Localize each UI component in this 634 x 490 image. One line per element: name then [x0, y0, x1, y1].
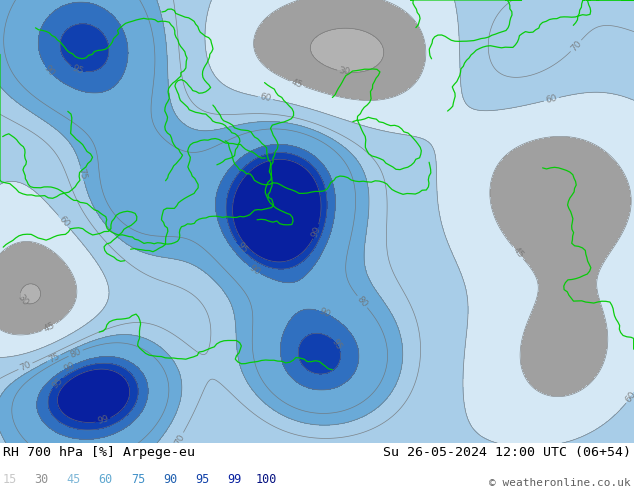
Text: 95: 95 — [71, 63, 85, 76]
Text: 60: 60 — [56, 214, 71, 229]
Text: 75: 75 — [131, 473, 145, 486]
Text: 70: 70 — [569, 39, 583, 53]
Text: 95: 95 — [235, 241, 249, 256]
Text: 80: 80 — [355, 294, 370, 309]
Text: 15: 15 — [3, 473, 16, 486]
Text: 60: 60 — [99, 473, 113, 486]
Text: 99: 99 — [310, 224, 323, 239]
Text: 60: 60 — [259, 93, 272, 103]
Text: 70: 70 — [18, 360, 32, 373]
Text: 99: 99 — [96, 415, 110, 426]
Text: 95: 95 — [195, 473, 209, 486]
Text: Su 26-05-2024 12:00 UTC (06+54): Su 26-05-2024 12:00 UTC (06+54) — [383, 446, 631, 459]
Text: 100: 100 — [256, 473, 277, 486]
Text: 45: 45 — [511, 245, 525, 260]
Text: 60: 60 — [624, 390, 634, 404]
Text: 45: 45 — [290, 78, 304, 90]
Text: 60: 60 — [545, 94, 558, 105]
Text: 90: 90 — [42, 64, 56, 78]
Text: 95: 95 — [330, 337, 344, 352]
Text: RH 700 hPa [%] Arpege-eu: RH 700 hPa [%] Arpege-eu — [3, 446, 195, 459]
Text: © weatheronline.co.uk: © weatheronline.co.uk — [489, 478, 631, 488]
Text: 90: 90 — [317, 307, 331, 319]
Text: 45: 45 — [67, 473, 81, 486]
Text: 45: 45 — [42, 321, 56, 334]
Text: 75: 75 — [47, 351, 61, 365]
Text: 90: 90 — [163, 473, 177, 486]
Text: 75: 75 — [77, 167, 88, 180]
Text: 80: 80 — [68, 347, 82, 360]
Text: 30: 30 — [339, 67, 351, 77]
Text: 99: 99 — [227, 473, 242, 486]
Text: 70: 70 — [173, 432, 186, 446]
Text: 30: 30 — [15, 293, 29, 308]
Text: 95: 95 — [50, 376, 65, 391]
Text: 90: 90 — [62, 360, 77, 374]
Text: 90: 90 — [247, 263, 262, 277]
Text: 30: 30 — [34, 473, 49, 486]
